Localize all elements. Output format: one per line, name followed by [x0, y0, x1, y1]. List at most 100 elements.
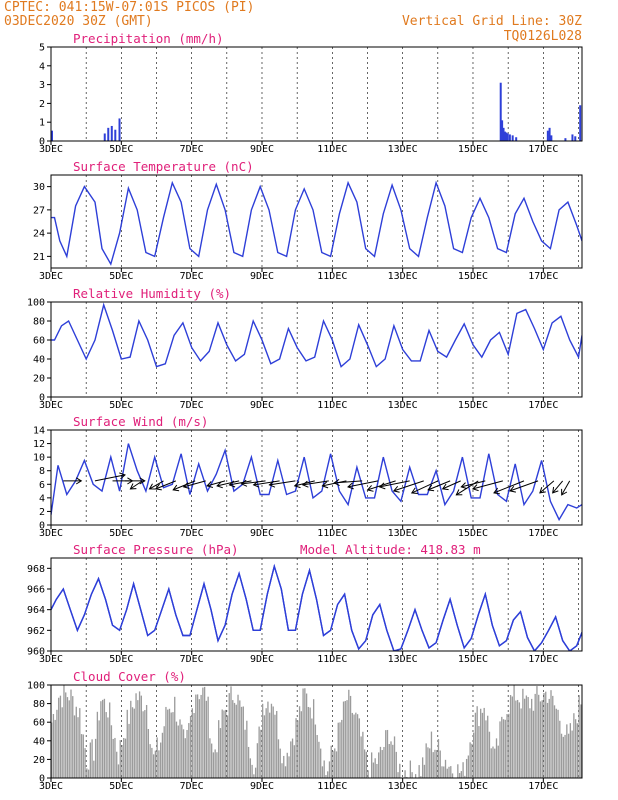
cloud-bar [367, 770, 369, 778]
cloud-bar [59, 695, 62, 778]
cloud-bar [249, 758, 252, 778]
cloud-bar [355, 712, 357, 778]
wind-vector [472, 480, 504, 490]
x-tick-label: 5DEC [109, 654, 133, 665]
y-tick-label: 4 [39, 61, 45, 72]
cloud-bar [274, 714, 276, 778]
cloud-bar [140, 695, 142, 778]
wind-vector [552, 480, 564, 494]
cloud-bar [501, 716, 503, 778]
cloud-bar [144, 710, 146, 778]
cloud-bar [488, 731, 491, 778]
x-tick-label: 17DEC [528, 144, 558, 155]
cloud-bar [462, 762, 464, 778]
wind-vector [561, 480, 571, 496]
cloud-bar [198, 699, 201, 778]
cloud-bar [284, 766, 287, 778]
cloud-bar [492, 746, 494, 778]
cloud-bar [240, 706, 243, 778]
cloud-bar [203, 686, 206, 778]
cloud-bar [353, 714, 355, 778]
cloud-bar [553, 705, 556, 778]
precip-bar [574, 136, 577, 141]
cloud-bar [103, 698, 106, 778]
cloud-bar [230, 686, 232, 778]
cloud-bar [107, 717, 109, 778]
cloud-bar [66, 697, 69, 778]
cloud-bar [219, 728, 222, 778]
wind-arrowhead [139, 477, 146, 485]
cloud-bar [221, 709, 223, 778]
cloud-bar [395, 751, 397, 778]
wind-vector [427, 480, 451, 491]
station-header: CPTEC: 041:15W-07:01S PICOS (PI) [4, 0, 254, 15]
cloud-bar [427, 747, 429, 778]
precip-bar [114, 129, 117, 141]
x-tick-label: 13DEC [388, 144, 418, 155]
cloud-bar [123, 738, 125, 778]
cloud-bar [506, 714, 508, 778]
cloud-bar [457, 764, 459, 778]
panel-title: Surface Temperature (nC) [73, 159, 254, 174]
y-tick-label: 40 [33, 736, 45, 747]
x-tick-label: 7DEC [180, 781, 204, 792]
cloud-bar [571, 730, 573, 778]
cloud-bar [371, 752, 373, 778]
cloud-bar [133, 708, 135, 778]
cloud-bar [189, 715, 192, 778]
cloud-bar [101, 699, 104, 778]
x-tick-label: 17DEC [528, 528, 558, 539]
cloud-bar [376, 763, 378, 778]
cloud-bar [458, 773, 461, 778]
cloud-bar [276, 710, 278, 778]
wind-arrowhead [392, 485, 400, 493]
x-tick-label: 15DEC [458, 654, 488, 665]
wind-vector [206, 480, 226, 487]
cloud-bar [443, 766, 445, 778]
precip-bar [511, 135, 514, 141]
x-tick-label: 9DEC [250, 654, 274, 665]
cloud-bar [348, 689, 350, 778]
cloud-bar [277, 739, 280, 778]
cloud-bar [112, 738, 114, 778]
panel-title: Relative Humidity (%) [73, 286, 231, 301]
cloud-bar [138, 691, 141, 778]
wind-vector [334, 480, 363, 484]
wind-vector [229, 480, 252, 486]
cloud-bar [175, 721, 178, 778]
cloud-bar [121, 744, 123, 778]
cloud-bar [93, 760, 95, 778]
y-tick-label: 60 [33, 718, 45, 729]
cloud-bar [339, 722, 341, 778]
x-tick-label: 3DEC [39, 400, 63, 411]
cloud-bar [260, 729, 262, 778]
cloud-bar [374, 758, 376, 778]
cloud-bar [471, 743, 473, 778]
cloud-bar [316, 735, 318, 778]
cloud-bar [341, 719, 343, 778]
cloud-bar [188, 723, 190, 778]
cloud-bar [202, 687, 204, 778]
cloud-bar [105, 712, 107, 778]
cloud-bar [117, 764, 120, 778]
cloud-bar [379, 746, 382, 778]
precip-bar [505, 132, 508, 141]
cloud-bar [58, 697, 60, 778]
cloud-bar [330, 745, 332, 778]
cloud-bar [574, 719, 577, 778]
cloud-bar [460, 771, 462, 778]
cloud-bar [573, 713, 575, 778]
cloud-bar [186, 729, 188, 778]
precip-bar [579, 105, 582, 141]
cloud-bar [557, 709, 559, 778]
cloud-bar [546, 702, 549, 778]
cloud-bar [87, 769, 90, 778]
y-tick-label: 6 [39, 480, 45, 491]
cloud-bar [467, 755, 470, 778]
y-tick-label: 80 [33, 699, 45, 710]
cloud-bar [168, 708, 171, 778]
wind-arrowhead [293, 481, 301, 489]
cloud-bar [334, 748, 336, 778]
x-tick-label: 17DEC [528, 781, 558, 792]
cloud-bar [320, 748, 322, 778]
